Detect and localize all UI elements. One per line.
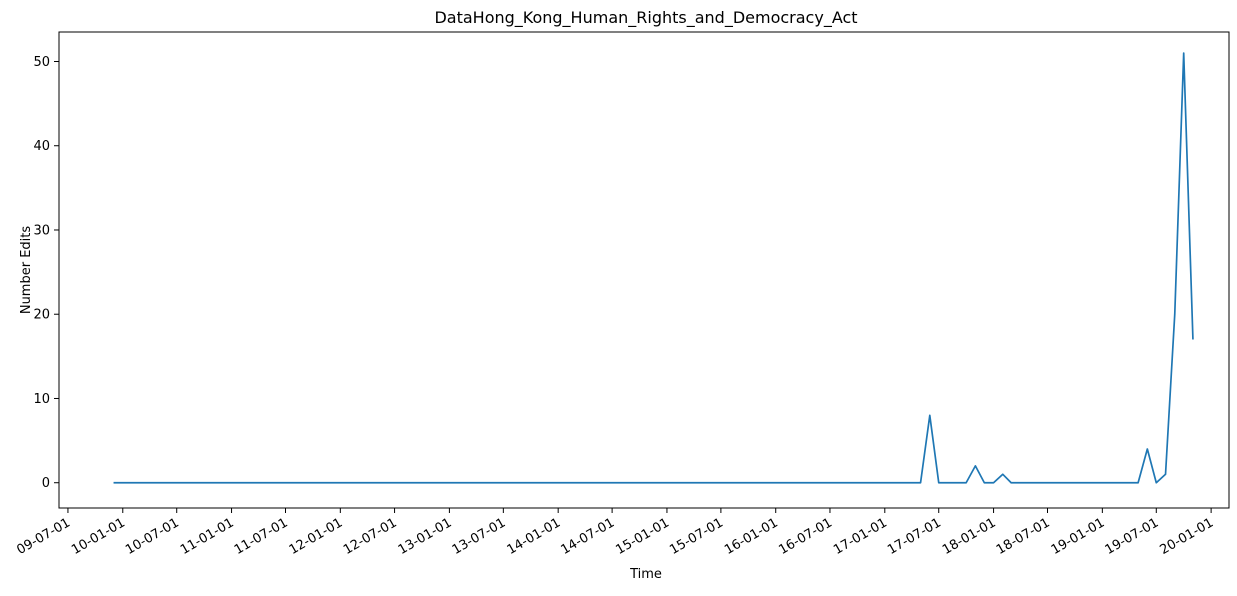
x-axis: 09-07-0110-01-0110-07-0111-01-0111-07-01…	[14, 508, 1216, 558]
x-tick-label: 13-07-01	[450, 515, 509, 557]
x-tick-label: 19-07-01	[1103, 515, 1162, 557]
y-tick-label: 10	[33, 392, 50, 407]
x-tick-label: 15-07-01	[667, 515, 726, 557]
x-tick-label: 11-01-01	[178, 515, 237, 557]
x-tick-label: 10-01-01	[69, 515, 128, 557]
chart-title: DataHong_Kong_Human_Rights_and_Democracy…	[434, 8, 857, 28]
x-tick-label: 17-01-01	[831, 515, 890, 557]
x-tick-label: 14-07-01	[559, 515, 618, 557]
y-axis-label: Number Edits	[19, 226, 34, 315]
x-tick-label: 15-01-01	[613, 515, 672, 557]
x-tick-label: 10-07-01	[123, 515, 182, 557]
y-tick-label: 20	[33, 308, 50, 323]
x-tick-label: 12-01-01	[287, 515, 346, 557]
y-tick-label: 30	[33, 223, 50, 238]
x-tick-label: 12-07-01	[341, 515, 400, 557]
x-tick-label: 11-07-01	[232, 515, 291, 557]
y-tick-label: 0	[42, 476, 50, 491]
x-tick-label: 14-01-01	[505, 515, 564, 557]
x-tick-label: 18-07-01	[994, 515, 1053, 557]
x-tick-label: 09-07-01	[14, 515, 73, 557]
series-line	[113, 52, 1194, 484]
y-axis: 0 10 20 30 40 50	[33, 55, 59, 491]
y-tick-label: 50	[33, 55, 50, 70]
plot-frame	[58, 31, 1230, 509]
plot-area	[113, 52, 1194, 484]
y-tick-label: 40	[33, 139, 50, 154]
x-tick-label: 18-01-01	[940, 515, 999, 557]
x-tick-label: 17-07-01	[885, 515, 944, 557]
x-tick-label: 16-07-01	[776, 515, 835, 557]
x-tick-label: 20-01-01	[1158, 515, 1217, 557]
x-tick-label: 16-01-01	[722, 515, 781, 557]
x-axis-label: Time	[629, 567, 662, 582]
x-tick-label: 19-01-01	[1049, 515, 1108, 557]
x-tick-label: 13-01-01	[396, 515, 455, 557]
